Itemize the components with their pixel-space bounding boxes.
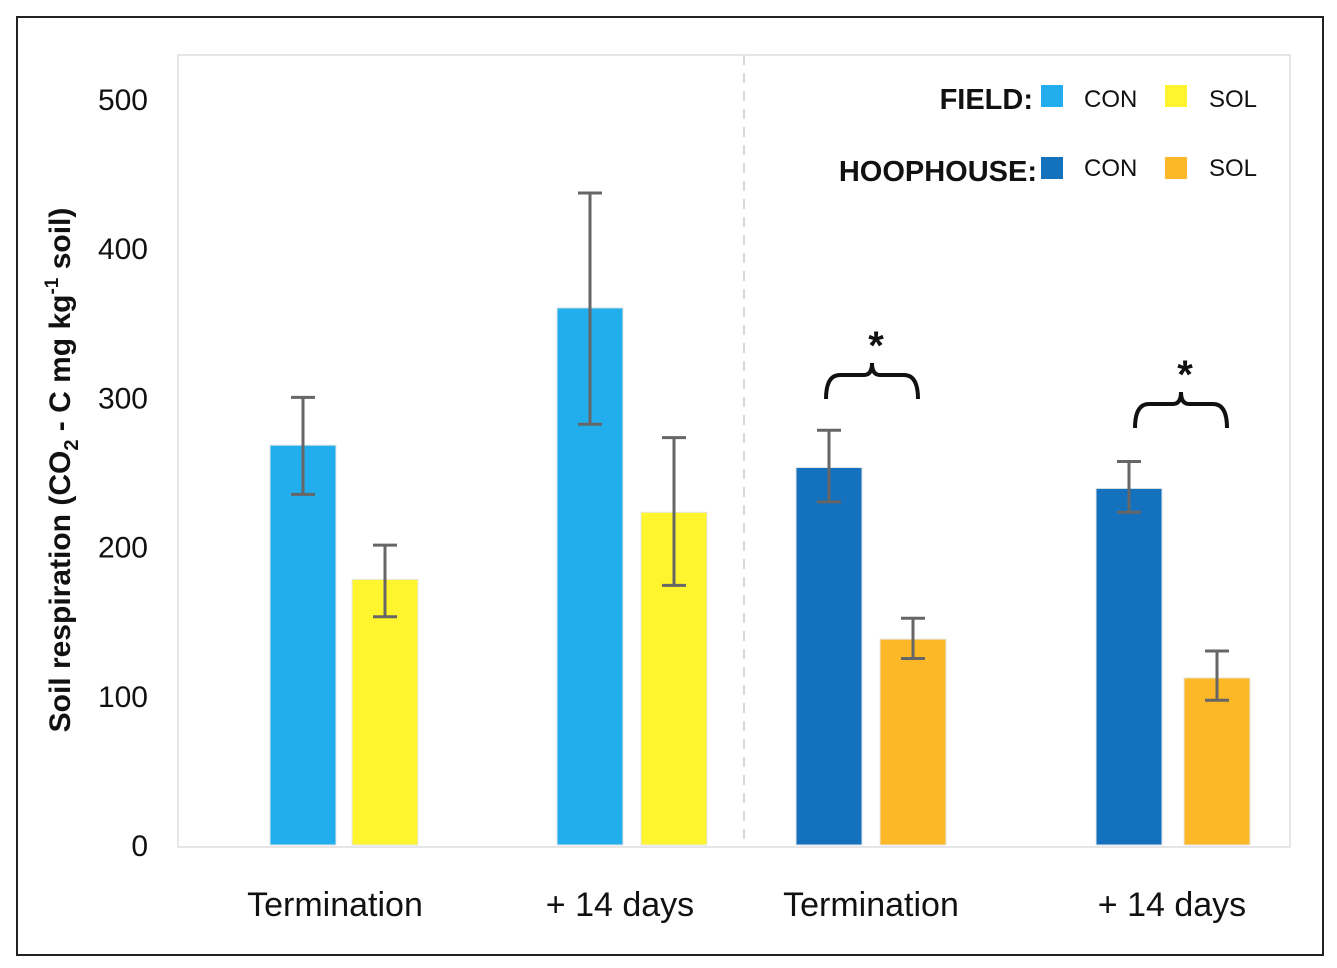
legend-hoophouse-sol-label: SOL — [1209, 155, 1257, 182]
legend-field-sol-label: SOL — [1209, 86, 1257, 113]
y-tick-label: 200 — [98, 532, 148, 565]
bar — [879, 638, 947, 846]
legend-hoophouse-sol-swatch — [1165, 157, 1187, 179]
significance-bracket — [824, 362, 920, 400]
bar — [1183, 677, 1251, 846]
bar — [1095, 487, 1163, 846]
bar — [351, 578, 419, 846]
category-label: + 14 days — [546, 886, 694, 924]
legend-field-sol-swatch — [1165, 85, 1187, 107]
legend: FIELD: CON SOL HOOPHOUSE: CON SOL — [839, 84, 1257, 188]
y-tick-label: 400 — [98, 233, 148, 266]
significance-star: * — [868, 324, 884, 368]
legend-field-label: FIELD: — [940, 84, 1033, 116]
y-axis-ticks: 0 100 200 300 400 500 — [98, 84, 148, 863]
significance-brackets: ** — [824, 324, 1229, 429]
legend-field-con-label: CON — [1084, 86, 1137, 113]
y-tick-label: 500 — [98, 84, 148, 117]
y-tick-label: 0 — [131, 830, 148, 863]
category-label: Termination — [783, 886, 959, 924]
bar — [269, 444, 337, 846]
error-bars — [291, 191, 1229, 702]
bar — [795, 467, 863, 846]
significance-bracket — [1133, 391, 1229, 429]
category-labels: Termination + 14 days Termination + 14 days — [247, 886, 1246, 924]
significance-star: * — [1177, 353, 1193, 397]
legend-hoophouse-con-swatch — [1041, 157, 1063, 179]
figure-frame — [16, 16, 1324, 956]
legend-hoophouse-con-label: CON — [1084, 155, 1137, 182]
legend-hoophouse-label: HOOPHOUSE: — [839, 156, 1037, 188]
y-tick-label: 100 — [98, 681, 148, 714]
category-label: + 14 days — [1098, 886, 1246, 924]
y-tick-label: 300 — [98, 382, 148, 415]
legend-field-con-swatch — [1041, 85, 1063, 107]
bars — [269, 307, 1251, 846]
y-axis-label: Soil respiration (CO2 - C mg kg-1 soil) — [42, 208, 83, 733]
category-label: Termination — [247, 886, 423, 924]
